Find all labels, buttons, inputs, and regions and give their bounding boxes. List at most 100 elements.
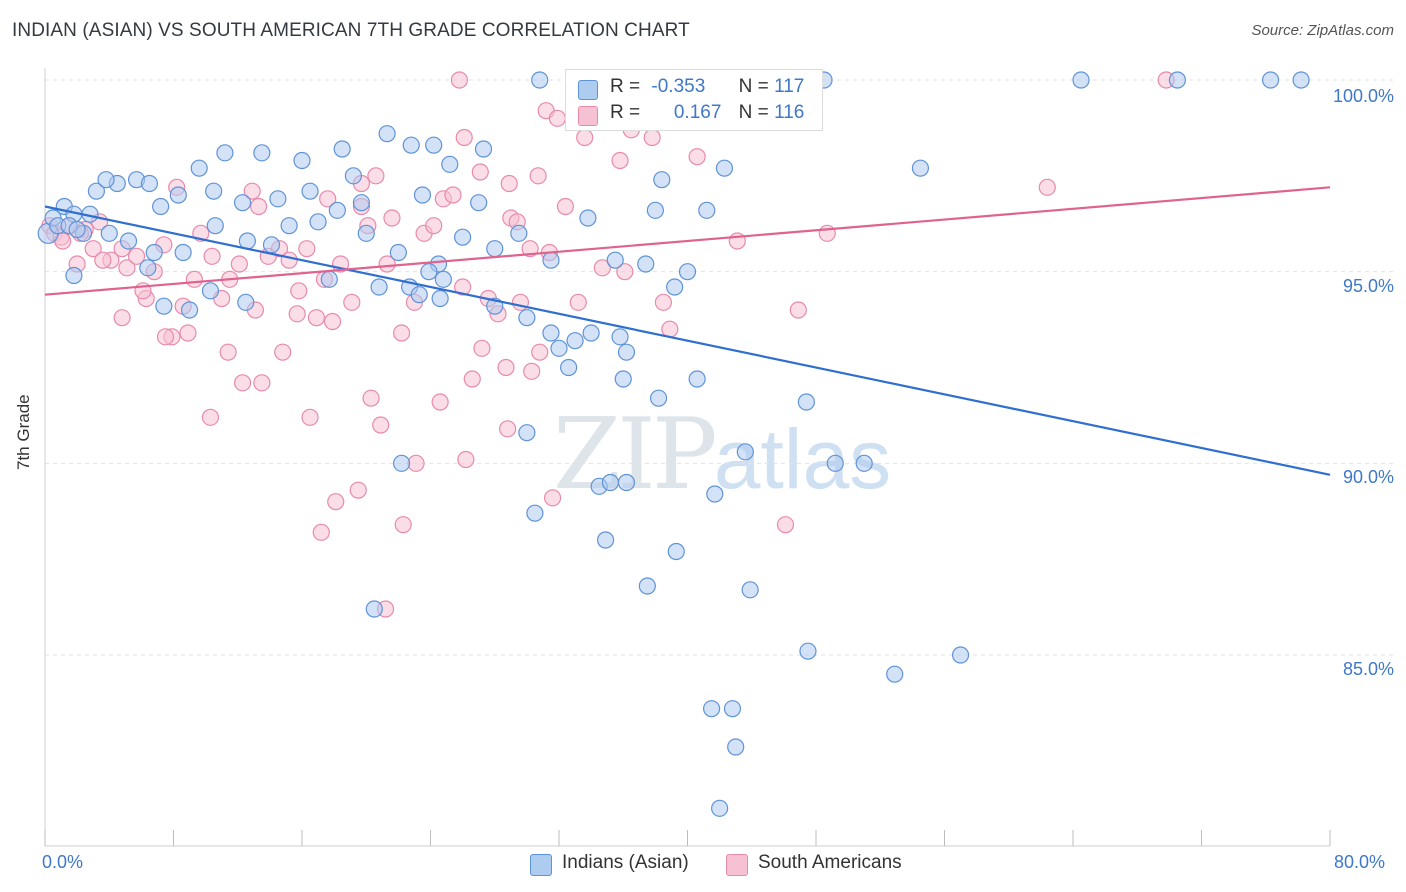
south-americans-point (243, 182, 261, 200)
indians-asian-point (560, 358, 578, 377)
south-americans-point (688, 148, 706, 166)
south-americans-point (521, 240, 539, 258)
south-americans-trend-line (44, 186, 1331, 296)
indians-asian-point (518, 424, 536, 442)
indians-asian-point (392, 454, 411, 472)
legend-n-label: N = (738, 76, 769, 97)
south-americans-point (611, 151, 629, 170)
south-americans-point (455, 128, 473, 147)
indians-asian-point (402, 136, 420, 154)
south-americans-point (118, 259, 136, 277)
south-americans-point (576, 128, 594, 147)
south-americans-point (362, 389, 380, 407)
watermark-zip: ZIP (553, 398, 718, 512)
indians-asian-point (425, 136, 443, 154)
indians-asian-point (526, 504, 544, 522)
south-americans-point (643, 128, 661, 147)
south-americans-point (185, 270, 203, 288)
south-americans-point (616, 263, 634, 281)
y-tick-label-100: 100.0% (1332, 86, 1394, 106)
south-americans-point (471, 163, 489, 181)
south-americans-point (307, 309, 326, 327)
indians-asian-point (413, 186, 432, 204)
indians-asian-point (510, 224, 528, 242)
indians-asian-point (140, 174, 159, 193)
indians-asian-point (1292, 71, 1310, 89)
indians-asian-point (216, 144, 234, 162)
south-americans-point (497, 358, 515, 377)
south-americans-point (776, 516, 795, 534)
south-americans-point (312, 523, 330, 541)
south-americans-point (593, 259, 611, 277)
x-tick-label-max: 80.0% (1334, 852, 1386, 872)
south-americans-point (450, 71, 469, 89)
indians-asian-point (333, 140, 351, 158)
chart-title: INDIAN (ASIAN) VS SOUTH AMERICAN 7TH GRA… (12, 20, 690, 41)
indians-asian-point (518, 309, 536, 327)
south-americans-point (323, 312, 342, 331)
indians-asian-point (180, 301, 199, 319)
indians-asian-point (531, 71, 549, 89)
south-americans-point (280, 251, 298, 269)
indians-asian-points (37, 71, 1310, 817)
south-americans-point (372, 416, 390, 434)
indians-asian-point (678, 263, 697, 281)
indians-asian-point (431, 289, 449, 308)
south-americans-point (473, 339, 491, 357)
south-americans-point (463, 370, 481, 388)
indians-asian-point (601, 473, 620, 492)
indians-asian-point (637, 255, 655, 273)
south-americans-point (298, 240, 316, 258)
south-americans-point (454, 278, 472, 296)
south-americans-point (301, 408, 319, 426)
south-americans-point (94, 251, 112, 269)
south-americans-point (383, 209, 401, 227)
indians-asian-point (596, 531, 615, 549)
indians-asian-point (911, 159, 930, 177)
indians-asian-point (855, 454, 873, 472)
indians-asian-point (370, 278, 388, 296)
indians-asian-point (201, 282, 220, 300)
indians-asian-point (139, 259, 157, 277)
indians-asian-point (550, 339, 568, 357)
indians-asian-point (611, 328, 629, 346)
south-americans-point (556, 197, 575, 216)
indians-asian-point (723, 700, 742, 718)
source-label: Source: ZipAtlas.com (1251, 22, 1394, 39)
south-americans-point (407, 454, 425, 472)
bottom-legend-label-blue: Indians (Asian) (562, 852, 689, 873)
indians-asian-point (434, 270, 452, 288)
indians-asian-point (470, 194, 488, 212)
indians-asian-point (666, 278, 684, 296)
south-americans-point (113, 309, 131, 327)
indians-asian-point (826, 454, 844, 472)
y-axis-label: 7th Grade (14, 394, 33, 470)
x-tick-label-min: 0.0% (42, 852, 84, 872)
legend-r-value: 0.167 (673, 102, 722, 123)
indians-asian-point (727, 738, 745, 756)
indians-asian-point (653, 171, 671, 189)
south-americans-point (818, 224, 836, 242)
indians-asian-point (378, 125, 396, 143)
indians-asian-point (698, 201, 716, 219)
indians-asian-point (579, 209, 597, 227)
indians-asian-point (119, 232, 138, 250)
indians-asian-point (97, 171, 115, 189)
south-americans-point (233, 374, 252, 392)
south-americans-point (127, 247, 146, 265)
bottom-legend-swatch-pink (726, 854, 748, 876)
indians-asian-point (688, 370, 706, 388)
indians-asian-point (352, 194, 371, 212)
south-americans-point (425, 217, 443, 235)
indians-asian-point (951, 646, 970, 664)
south-americans-point (290, 282, 308, 300)
south-americans-point (250, 197, 268, 216)
indians-asian-point (1072, 71, 1090, 89)
south-americans-point (230, 255, 248, 273)
south-americans-point (319, 190, 337, 208)
indians-asian-point (706, 485, 724, 503)
south-americans-point (378, 255, 396, 273)
indians-asian-point (357, 224, 375, 242)
indians-asian-point (606, 251, 624, 269)
